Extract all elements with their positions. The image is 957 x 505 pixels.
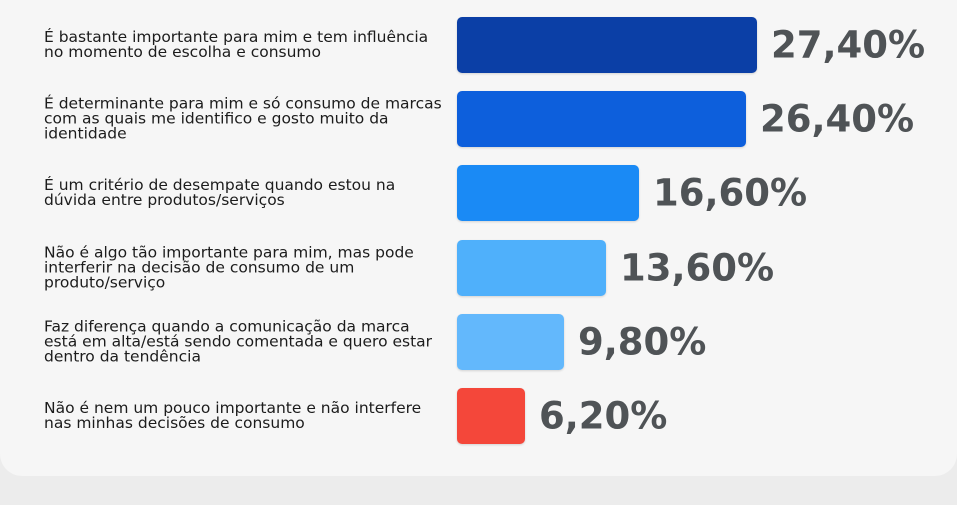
value-label: 16,60% bbox=[653, 171, 808, 215]
value-label: 6,20% bbox=[539, 394, 668, 438]
bar bbox=[457, 388, 525, 444]
category-label: É determinante para mim e só consumo de … bbox=[44, 94, 442, 143]
bar-row: É um critério de desempate quando estou … bbox=[0, 165, 957, 222]
bar-row: É bastante importante para mim e tem inf… bbox=[0, 17, 957, 73]
category-label: Não é algo tão importante para mim, mas … bbox=[44, 243, 414, 292]
value-label: 13,60% bbox=[620, 246, 775, 290]
bar-row: Não é algo tão importante para mim, mas … bbox=[0, 239, 957, 296]
bar-row: Não é nem um pouco importante e não inte… bbox=[0, 388, 957, 444]
bar bbox=[457, 313, 564, 370]
bar bbox=[457, 91, 746, 148]
value-label: 9,80% bbox=[578, 320, 707, 364]
category-label: É bastante importante para mim e tem inf… bbox=[44, 28, 429, 61]
category-label: Não é nem um pouco importante e não inte… bbox=[44, 399, 422, 432]
bar-row: É determinante para mim e só consumo de … bbox=[0, 91, 957, 148]
category-label: Faz diferença quando a comunicação da ma… bbox=[44, 317, 433, 366]
bar-row: Faz diferença quando a comunicação da ma… bbox=[0, 313, 957, 370]
value-label: 26,40% bbox=[760, 97, 915, 141]
bar bbox=[457, 165, 639, 222]
bar bbox=[457, 17, 757, 73]
chart-card: É bastante importante para mim e tem inf… bbox=[0, 17, 957, 444]
bar bbox=[457, 239, 606, 296]
category-label: É um critério de desempate quando estou … bbox=[44, 176, 396, 210]
value-label: 27,40% bbox=[771, 23, 926, 67]
